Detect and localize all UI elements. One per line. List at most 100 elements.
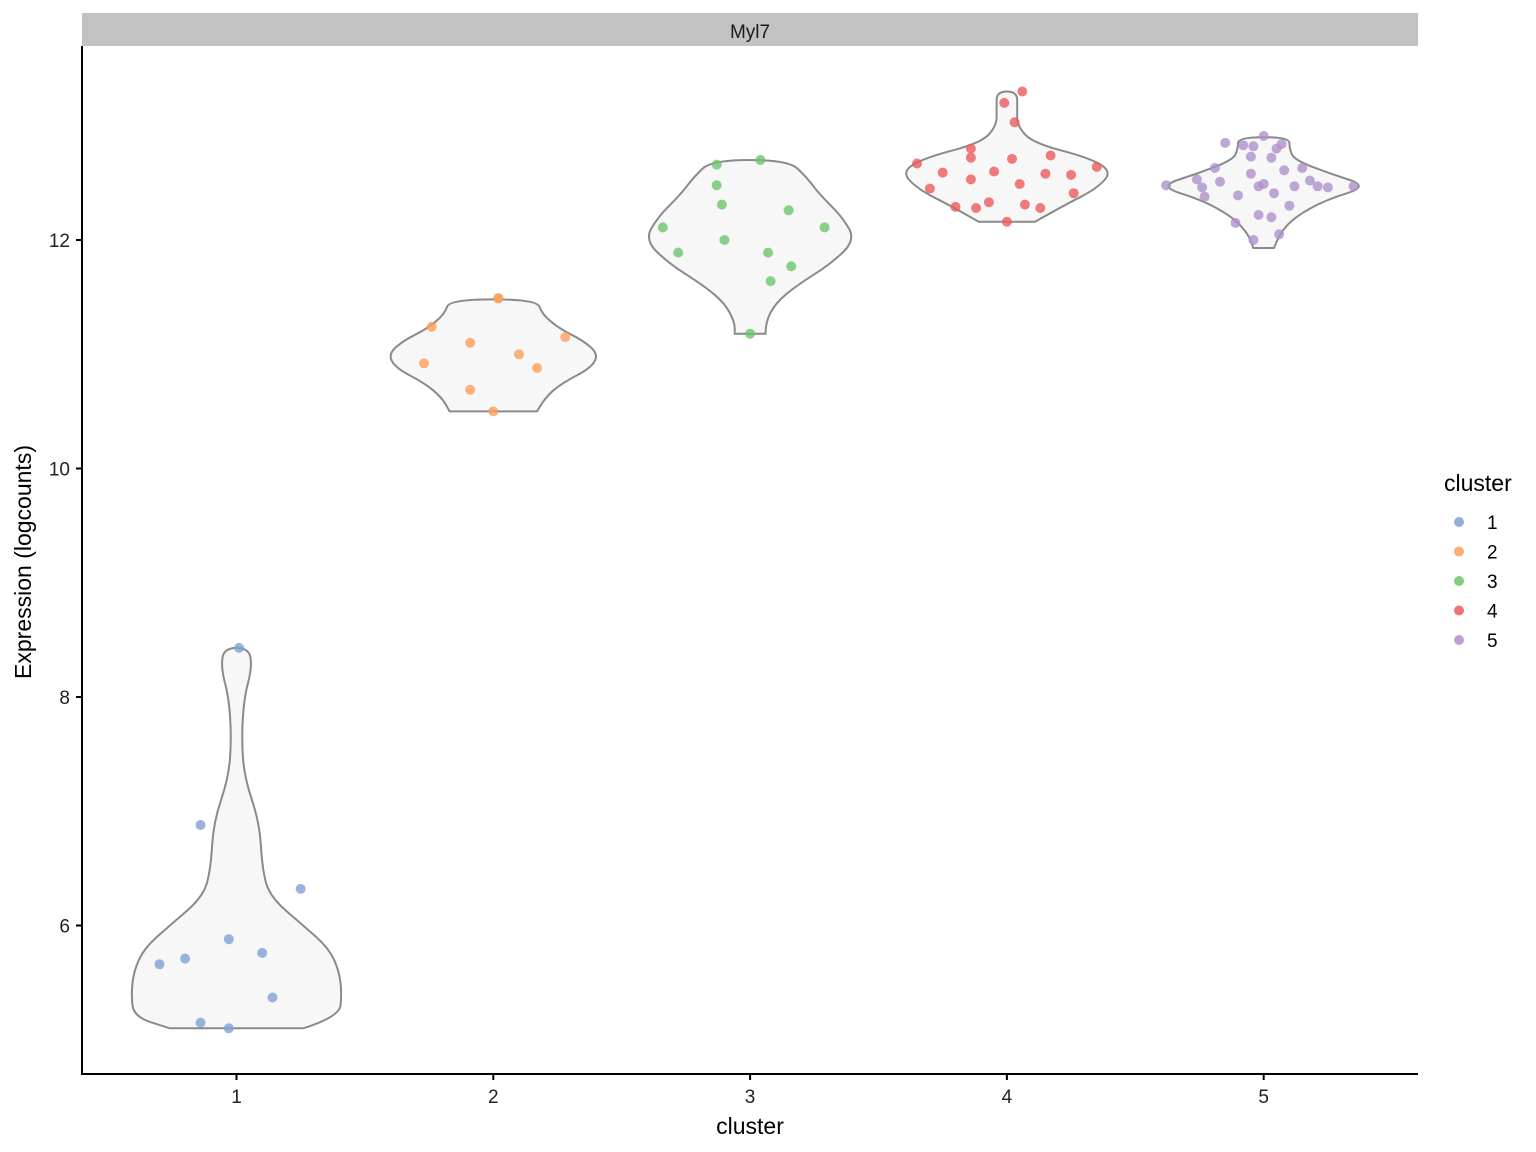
data-point-cluster-1 — [180, 953, 191, 964]
y-tick-label: 10 — [49, 460, 70, 481]
data-point-cluster-5 — [1289, 181, 1300, 192]
violins-layer — [130, 90, 1360, 1030]
data-point-cluster-1 — [154, 959, 165, 970]
data-point-cluster-3 — [719, 235, 730, 245]
x-tick-label: 3 — [745, 1087, 756, 1108]
data-point-cluster-1 — [267, 992, 278, 1003]
data-point-cluster-3 — [711, 180, 722, 191]
x-tick-label: 1 — [231, 1087, 242, 1108]
data-point-cluster-5 — [1348, 181, 1359, 192]
data-point-cluster-2 — [426, 321, 437, 332]
data-point-cluster-5 — [1245, 151, 1256, 162]
legend-key-4 — [1454, 605, 1464, 616]
data-point-cluster-5 — [1191, 174, 1202, 185]
data-point-cluster-1 — [257, 947, 268, 958]
x-tick-label: 2 — [488, 1087, 499, 1108]
data-point-cluster-3 — [716, 199, 727, 210]
legend-key-1 — [1454, 517, 1464, 527]
data-point-cluster-2 — [465, 384, 476, 395]
legend-title: cluster — [1444, 470, 1512, 496]
data-point-cluster-5 — [1297, 163, 1308, 173]
data-point-cluster-4 — [937, 167, 948, 178]
x-axis-title: cluster — [716, 1113, 784, 1139]
data-point-cluster-5 — [1245, 168, 1256, 179]
facet-strip-label: Myl7 — [730, 22, 770, 43]
data-point-cluster-5 — [1230, 217, 1241, 228]
data-point-cluster-5 — [1197, 182, 1208, 193]
data-point-cluster-1 — [195, 820, 206, 830]
legend-label-4: 4 — [1487, 602, 1498, 623]
data-point-cluster-4 — [1045, 150, 1056, 161]
facet-strip — [82, 13, 1418, 46]
data-point-cluster-4 — [965, 174, 976, 185]
data-point-cluster-4 — [1017, 86, 1028, 97]
data-point-cluster-5 — [1248, 235, 1259, 245]
y-tick-label: 8 — [59, 688, 70, 709]
data-point-cluster-2 — [560, 332, 571, 343]
data-point-cluster-5 — [1199, 191, 1210, 202]
data-point-cluster-5 — [1266, 212, 1277, 223]
y-tick-label: 12 — [49, 231, 70, 252]
data-point-cluster-4 — [1035, 203, 1046, 213]
data-point-cluster-2 — [514, 349, 524, 360]
data-point-cluster-5 — [1322, 182, 1333, 193]
data-point-cluster-1 — [234, 642, 245, 653]
data-point-cluster-4 — [971, 203, 982, 213]
data-point-cluster-4 — [965, 152, 976, 163]
legend-label-5: 5 — [1487, 631, 1498, 652]
data-point-cluster-5 — [1266, 152, 1277, 163]
data-point-cluster-4 — [1040, 168, 1051, 179]
legend-key-5 — [1454, 635, 1464, 645]
y-axis-ticks: 6 8 10 12 — [49, 231, 82, 938]
violin-cluster-2 — [389, 298, 597, 413]
data-point-cluster-2 — [465, 337, 476, 348]
data-point-cluster-5 — [1209, 163, 1220, 173]
data-point-cluster-5 — [1233, 190, 1243, 201]
legend-key-3 — [1454, 576, 1464, 586]
data-point-cluster-3 — [783, 205, 794, 216]
data-point-cluster-2 — [419, 358, 429, 369]
legend-label-1: 1 — [1487, 513, 1498, 534]
data-point-cluster-3 — [755, 155, 766, 165]
data-point-cluster-3 — [711, 159, 722, 170]
data-point-cluster-4 — [1014, 179, 1025, 189]
data-point-cluster-5 — [1258, 179, 1269, 189]
data-point-cluster-5 — [1304, 175, 1315, 186]
legend-label-3: 3 — [1487, 572, 1498, 593]
data-point-cluster-5 — [1253, 209, 1264, 220]
data-point-cluster-5 — [1248, 141, 1259, 152]
legend-key-2 — [1454, 546, 1464, 557]
data-point-cluster-5 — [1269, 188, 1279, 199]
data-point-cluster-5 — [1279, 165, 1290, 176]
data-point-cluster-4 — [983, 197, 994, 208]
data-point-cluster-5 — [1274, 229, 1285, 240]
data-point-cluster-5 — [1215, 176, 1225, 187]
x-axis-ticks: 1 2 3 4 5 — [231, 1074, 1269, 1108]
data-point-cluster-4 — [1001, 216, 1012, 227]
data-point-cluster-4 — [965, 143, 976, 154]
data-point-cluster-5 — [1238, 140, 1249, 151]
data-point-cluster-3 — [657, 222, 668, 233]
data-point-cluster-4 — [1066, 169, 1077, 180]
data-point-cluster-1 — [223, 934, 234, 945]
data-point-cluster-1 — [195, 1017, 206, 1028]
data-point-cluster-4 — [950, 201, 961, 212]
data-point-cluster-3 — [819, 222, 830, 233]
data-point-cluster-2 — [488, 406, 499, 417]
data-point-cluster-4 — [1007, 153, 1017, 164]
legend-label-2: 2 — [1487, 543, 1498, 564]
data-point-cluster-5 — [1258, 131, 1269, 141]
data-point-cluster-5 — [1276, 139, 1287, 149]
data-point-cluster-5 — [1220, 137, 1231, 148]
data-point-cluster-4 — [924, 183, 935, 194]
data-point-cluster-4 — [1019, 199, 1030, 210]
data-point-cluster-3 — [745, 328, 756, 339]
x-tick-label: 4 — [1002, 1087, 1013, 1108]
y-axis-title: Expression (logcounts) — [10, 445, 36, 679]
data-point-cluster-1 — [295, 883, 306, 894]
violin-cluster-4 — [905, 90, 1109, 223]
legend: 1 2 3 4 5 — [1454, 513, 1498, 652]
x-tick-label: 5 — [1258, 1087, 1269, 1108]
data-point-cluster-3 — [765, 276, 776, 287]
